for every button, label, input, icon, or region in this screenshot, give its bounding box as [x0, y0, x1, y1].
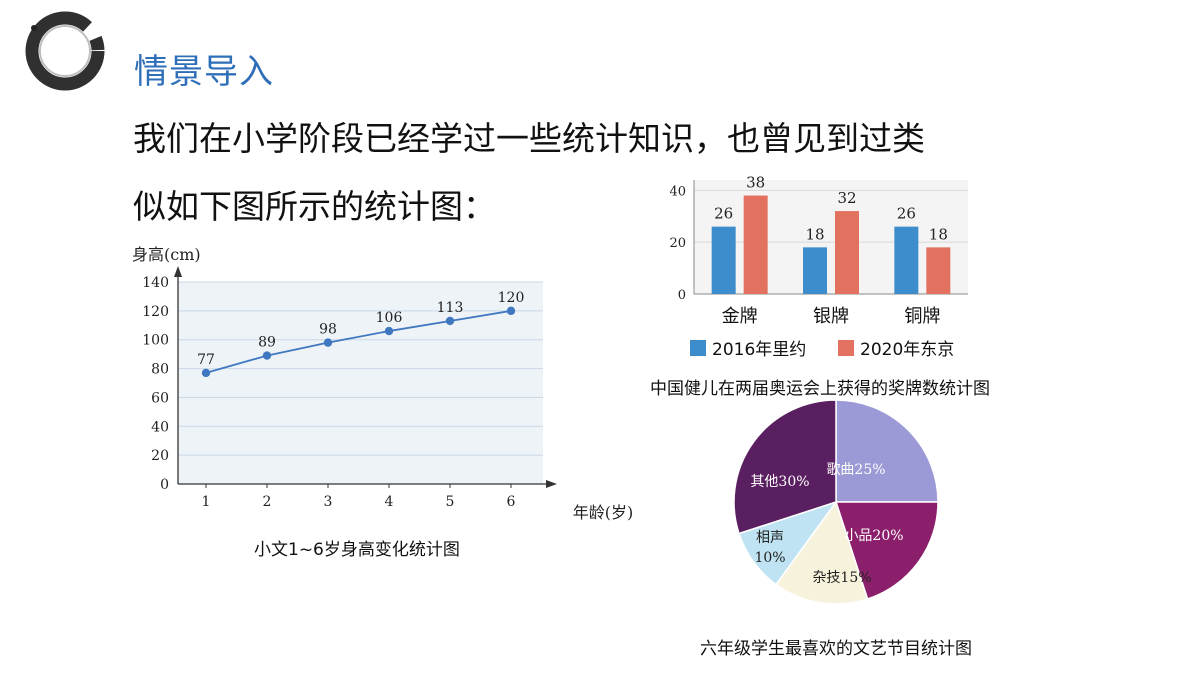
- y-tick-label: 60: [151, 390, 169, 406]
- y-tick-label: 140: [142, 275, 169, 291]
- data-point: [445, 316, 455, 326]
- height-line-chart: 0 20 40 60 80 100 120 140 1 2 3 4 5 6 身高(cm) 年龄(岁) 77 89 9…: [132, 245, 633, 522]
- x-tick-label: 3: [324, 494, 333, 510]
- plot-area: [694, 180, 968, 294]
- bar: [803, 247, 827, 294]
- y-axis-arrow: [174, 266, 182, 277]
- pie-slice-label: 相声: [756, 530, 784, 546]
- y-tick-label: 0: [160, 477, 169, 493]
- y-tick-label: 40: [151, 419, 169, 435]
- x-tick-label: 1: [202, 494, 211, 510]
- program-pie-chart: 歌曲25% 小品20% 杂技15% 相声 10% 其他30%: [733, 399, 939, 605]
- category-label: 铜牌: [904, 306, 940, 327]
- medal-bar-chart: 0 20 40 26 38 金牌 18 32 银牌 26 18 铜牌 2016年里约 2020年东京: [669, 174, 968, 360]
- data-label: 106: [376, 310, 403, 326]
- bar-value-label: 38: [746, 174, 765, 192]
- bar: [894, 226, 919, 294]
- section-title: 情景导入: [134, 52, 274, 92]
- brush-circle-icon: [25, 11, 105, 91]
- x-tick-label: 6: [507, 494, 516, 510]
- x-axis-arrow: [546, 480, 557, 488]
- pie-slice-label: 10%: [754, 550, 785, 566]
- bar-value-label: 18: [929, 225, 948, 243]
- bar: [926, 247, 951, 294]
- legend-swatch: [838, 340, 854, 356]
- pie-slice: [733, 399, 837, 535]
- bar: [743, 195, 768, 294]
- bar-value-label: 26: [897, 205, 916, 223]
- y-axis-label: 身高(cm): [132, 245, 201, 264]
- data-label: 120: [498, 290, 525, 306]
- y-tick-label: 0: [678, 288, 686, 303]
- intro-text-line-2: 似如下图所示的统计图：: [133, 187, 496, 226]
- series-line: [205, 309, 512, 374]
- category-label: 金牌: [722, 306, 758, 327]
- data-label: 89: [258, 335, 276, 351]
- y-tick-label: 40: [669, 184, 686, 199]
- pie-slice-label: 小品20%: [844, 528, 903, 544]
- data-point: [506, 306, 516, 316]
- pie-slice-label: 杂技15%: [812, 570, 871, 586]
- y-tick-label: 120: [142, 304, 169, 320]
- y-tick-label: 80: [151, 362, 169, 378]
- pie-slice: [835, 399, 939, 503]
- bar-value-label: 18: [805, 225, 824, 243]
- pie-chart-caption: 六年级学生最喜欢的文艺节目统计图: [700, 639, 972, 659]
- y-tick-label: 20: [151, 448, 169, 464]
- bar: [711, 226, 736, 294]
- legend-label: 2016年里约: [712, 340, 806, 360]
- legend-swatch: [690, 340, 706, 356]
- x-tick-label: 2: [263, 494, 272, 510]
- bar-value-label: 32: [837, 189, 856, 207]
- data-label: 113: [437, 300, 464, 316]
- x-tick-label: 5: [446, 494, 455, 510]
- intro-text-line-1: 我们在小学阶段已经学过一些统计知识，也曾见到过类: [133, 119, 925, 158]
- line-chart-caption: 小文1~6岁身高变化统计图: [254, 540, 460, 560]
- y-tick-label: 100: [142, 333, 169, 349]
- legend-label: 2020年东京: [860, 340, 954, 360]
- plot-area: [178, 282, 543, 484]
- x-tick-label: 4: [385, 494, 394, 510]
- data-point: [323, 338, 333, 347]
- pie-slice-label: 歌曲25%: [826, 462, 885, 478]
- data-point: [384, 326, 394, 336]
- data-point: [201, 368, 211, 378]
- bar-value-label: 26: [714, 205, 733, 223]
- data-label: 98: [319, 322, 337, 338]
- y-tick-label: 20: [669, 236, 686, 251]
- bar-chart-caption: 中国健儿在两届奥运会上获得的奖牌数统计图: [650, 379, 990, 399]
- data-point: [262, 351, 272, 360]
- data-label: 77: [197, 352, 215, 368]
- bar: [835, 211, 859, 294]
- pie-slice: [834, 501, 939, 600]
- pie-slice-label: 其他30%: [750, 474, 809, 490]
- pie-slice: [774, 500, 869, 605]
- x-axis-label: 年龄(岁): [573, 503, 634, 522]
- category-label: 银牌: [813, 306, 849, 327]
